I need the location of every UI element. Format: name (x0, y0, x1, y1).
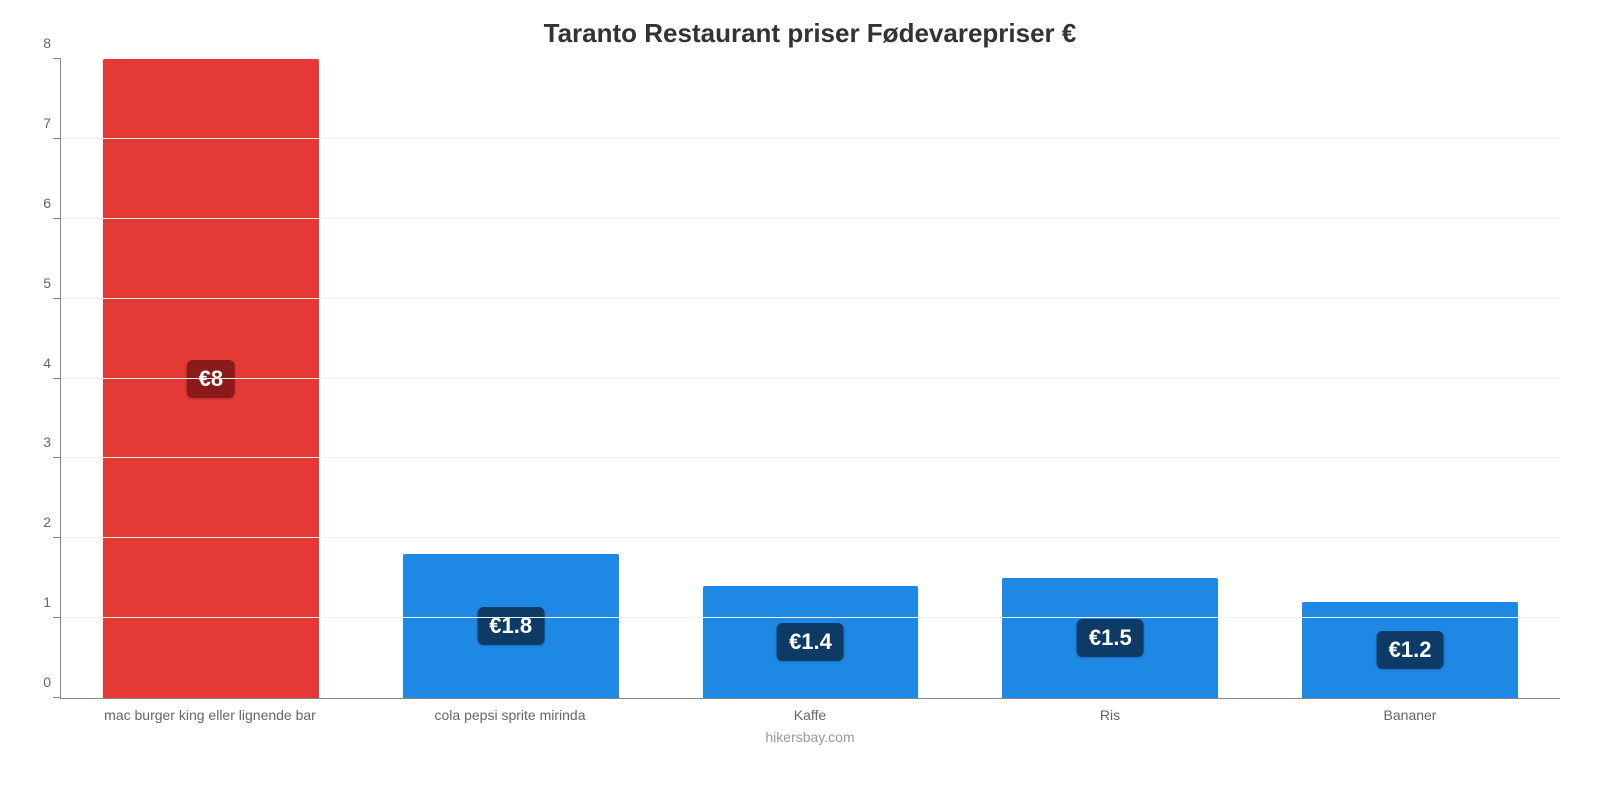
x-axis-label: Ris (960, 707, 1260, 723)
y-axis-label: 7 (21, 115, 51, 131)
grid-line (61, 378, 1560, 379)
grid-line (61, 218, 1560, 219)
y-axis-label: 1 (21, 594, 51, 610)
y-axis-label: 8 (21, 35, 51, 51)
price-chart: Taranto Restaurant priser Fødevarepriser… (0, 0, 1600, 800)
bar: €1.5 (1002, 578, 1218, 698)
y-tick (53, 138, 61, 139)
y-tick (53, 298, 61, 299)
grid-line (61, 457, 1560, 458)
y-tick (53, 537, 61, 538)
y-axis-label: 2 (21, 514, 51, 530)
chart-title: Taranto Restaurant priser Fødevarepriser… (60, 18, 1560, 49)
chart-credit: hikersbay.com (60, 729, 1560, 745)
y-axis-label: 0 (21, 674, 51, 690)
bar: €8 (103, 59, 319, 698)
plot-area: €8€1.8€1.4€1.5€1.2 012345678 (60, 59, 1560, 699)
x-axis-label: Kaffe (660, 707, 960, 723)
y-tick (53, 617, 61, 618)
value-badge: €1.4 (777, 623, 844, 661)
y-axis-label: 6 (21, 195, 51, 211)
bar: €1.8 (403, 554, 619, 698)
x-axis-labels: mac burger king eller lignende barcola p… (60, 707, 1560, 723)
bar: €1.4 (703, 586, 919, 698)
x-axis-label: cola pepsi sprite mirinda (360, 707, 660, 723)
bars-container: €8 €1.8 €1.4 €1.5 €1.2 (61, 59, 1560, 698)
grid-line (61, 138, 1560, 139)
y-tick (53, 457, 61, 458)
grid-line (61, 617, 1560, 618)
y-axis-label: 4 (21, 355, 51, 371)
bar-slot: €8 (61, 59, 361, 698)
grid-line (61, 537, 1560, 538)
bar-slot: €1.8 (361, 59, 661, 698)
bar-slot: €1.4 (661, 59, 961, 698)
value-badge: €1.5 (1077, 619, 1144, 657)
value-badge: €1.2 (1377, 631, 1444, 669)
value-badge: €8 (187, 360, 235, 398)
bar-slot: €1.2 (1260, 59, 1560, 698)
bar-slot: €1.5 (960, 59, 1260, 698)
y-tick (53, 58, 61, 59)
y-axis-label: 5 (21, 275, 51, 291)
y-tick (53, 378, 61, 379)
grid-line (61, 298, 1560, 299)
value-badge: €1.8 (477, 607, 544, 645)
y-axis-label: 3 (21, 434, 51, 450)
y-tick (53, 218, 61, 219)
x-axis-label: mac burger king eller lignende bar (60, 707, 360, 723)
y-tick (53, 697, 61, 698)
x-axis-label: Bananer (1260, 707, 1560, 723)
